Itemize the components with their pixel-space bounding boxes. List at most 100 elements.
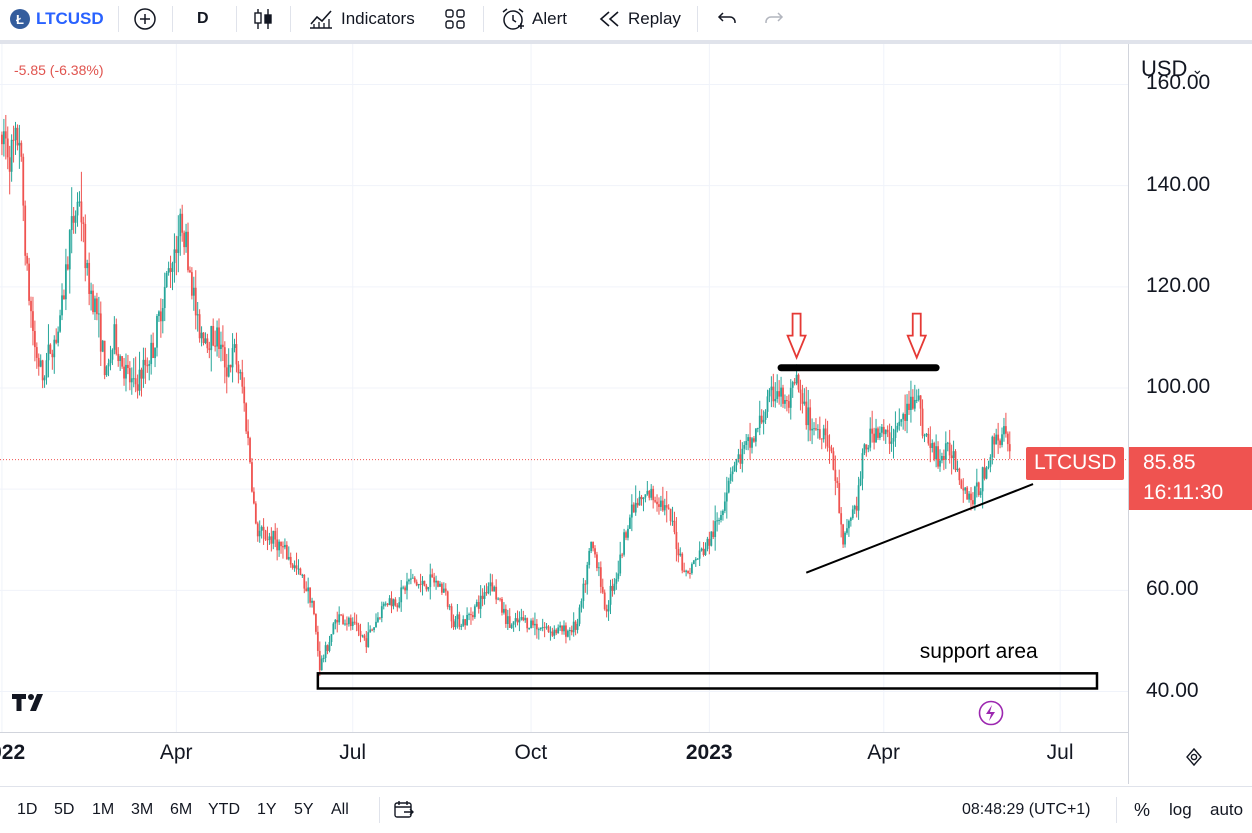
chart-type-button[interactable]: [252, 0, 274, 38]
auto-scale-toggle[interactable]: auto: [1210, 800, 1244, 819]
alert-button[interactable]: Alert: [500, 0, 567, 38]
candle-body: [169, 268, 172, 272]
candle-body: [654, 500, 656, 502]
candle-body: [805, 401, 808, 426]
candle-body: [41, 360, 44, 381]
candle-body: [981, 467, 984, 492]
candle-body: [1, 134, 3, 145]
date-range-button[interactable]: [393, 787, 415, 833]
candle-body: [1006, 433, 1009, 445]
candle-body: [316, 631, 319, 651]
candle-body: [497, 598, 500, 600]
price-scale[interactable]: USD ⌄ 160.00 140.00 120.00 100.00 60.00 40.00: [1128, 44, 1252, 784]
candle-body: [609, 585, 612, 605]
candle-body: [985, 467, 988, 479]
redo-button[interactable]: [763, 0, 785, 38]
range-button-1m[interactable]: 1M: [92, 801, 115, 818]
alert-label: Alert: [532, 9, 567, 28]
candle-body: [247, 431, 249, 439]
candle-body: [477, 602, 480, 609]
currency-label: USD: [1141, 56, 1188, 81]
candle-body: [503, 608, 505, 613]
candle-body: [359, 630, 362, 636]
indicators-icon: [310, 10, 332, 29]
candle-body: [472, 615, 474, 618]
replay-button[interactable]: Replay: [598, 0, 681, 38]
range-button-1y[interactable]: 1Y: [257, 801, 277, 818]
candle-body: [770, 386, 773, 391]
templates-button[interactable]: [444, 0, 466, 38]
candle-body: [999, 440, 1001, 445]
clock-timezone[interactable]: 08:48:29 (UTC+1): [962, 801, 1091, 818]
tradingview-logo-icon[interactable]: [10, 690, 50, 719]
candle-body: [979, 491, 982, 496]
litecoin-logo-icon: Ł: [10, 9, 30, 29]
candle-body: [716, 520, 719, 522]
candle-body: [673, 520, 676, 533]
currency-selector[interactable]: USD ⌄: [1141, 56, 1203, 82]
range-button-ytd[interactable]: YTD: [208, 801, 240, 818]
time-axis[interactable]: 2022 Apr Jul Oct 2023 Apr Jul: [0, 733, 1128, 779]
percent-scale-toggle[interactable]: %: [1134, 799, 1151, 820]
log-scale-toggle[interactable]: log: [1169, 800, 1192, 819]
chart-settings-button[interactable]: [1184, 747, 1204, 772]
candle-body: [747, 437, 750, 442]
candle-body: [235, 344, 238, 365]
candle-body: [32, 311, 34, 332]
candle-body: [466, 614, 468, 626]
range-button-1d[interactable]: 1D: [17, 801, 38, 818]
candle-body: [130, 378, 133, 383]
indicators-button[interactable]: Indicators: [308, 0, 415, 38]
chart-pane[interactable]: support area: [0, 44, 1128, 732]
candle-body: [851, 509, 854, 518]
range-button-6m[interactable]: 6M: [170, 801, 193, 818]
candle-body: [487, 586, 490, 594]
candle-body: [628, 517, 631, 529]
candle-body: [132, 378, 135, 380]
candle-body: [568, 629, 571, 631]
candle-body: [70, 216, 73, 231]
candle-body: [535, 623, 538, 630]
candle-body: [72, 216, 75, 223]
candle-body: [704, 548, 707, 555]
candle-body: [179, 213, 182, 237]
candle-body: [929, 443, 932, 449]
range-button-all[interactable]: All: [331, 801, 349, 818]
candle-body: [766, 396, 769, 412]
range-button-3m[interactable]: 3M: [131, 801, 154, 818]
candle-body: [495, 586, 498, 600]
redo-icon: [765, 12, 784, 23]
lightning-icon[interactable]: [978, 700, 1004, 726]
candle-body: [51, 353, 54, 358]
candle-body: [675, 532, 678, 550]
candle-body: [282, 546, 284, 548]
candle-body: [99, 313, 102, 352]
symbol-search[interactable]: Ł LTCUSD: [10, 0, 104, 38]
candle-body: [768, 390, 771, 397]
candle-body: [648, 490, 651, 498]
price-chart[interactable]: support area: [0, 44, 1128, 732]
candle-body: [161, 308, 164, 322]
candle-body: [138, 369, 141, 391]
candle-body: [214, 345, 217, 347]
candle-body: [127, 364, 129, 369]
candle-body: [479, 595, 482, 609]
candle-body: [258, 530, 261, 537]
candle-body: [173, 249, 176, 264]
candle-body: [547, 626, 550, 632]
candle-body: [605, 609, 608, 612]
candle-body: [532, 620, 534, 626]
candle-body: [400, 587, 403, 603]
interval-button[interactable]: D: [197, 0, 209, 38]
candle-body: [512, 621, 515, 625]
range-button-5y[interactable]: 5Y: [294, 801, 314, 818]
range-button-5d[interactable]: 5D: [54, 801, 75, 818]
candle-body: [877, 428, 879, 438]
candle-body: [518, 619, 521, 623]
time-tick-label: Jul: [1046, 741, 1074, 764]
time-tick-label: Apr: [867, 741, 900, 764]
undo-button[interactable]: [716, 0, 738, 38]
candle-body: [964, 487, 967, 491]
price-change-label: -5.85 (-6.38%): [14, 62, 104, 78]
compare-symbol-button[interactable]: [133, 0, 157, 38]
